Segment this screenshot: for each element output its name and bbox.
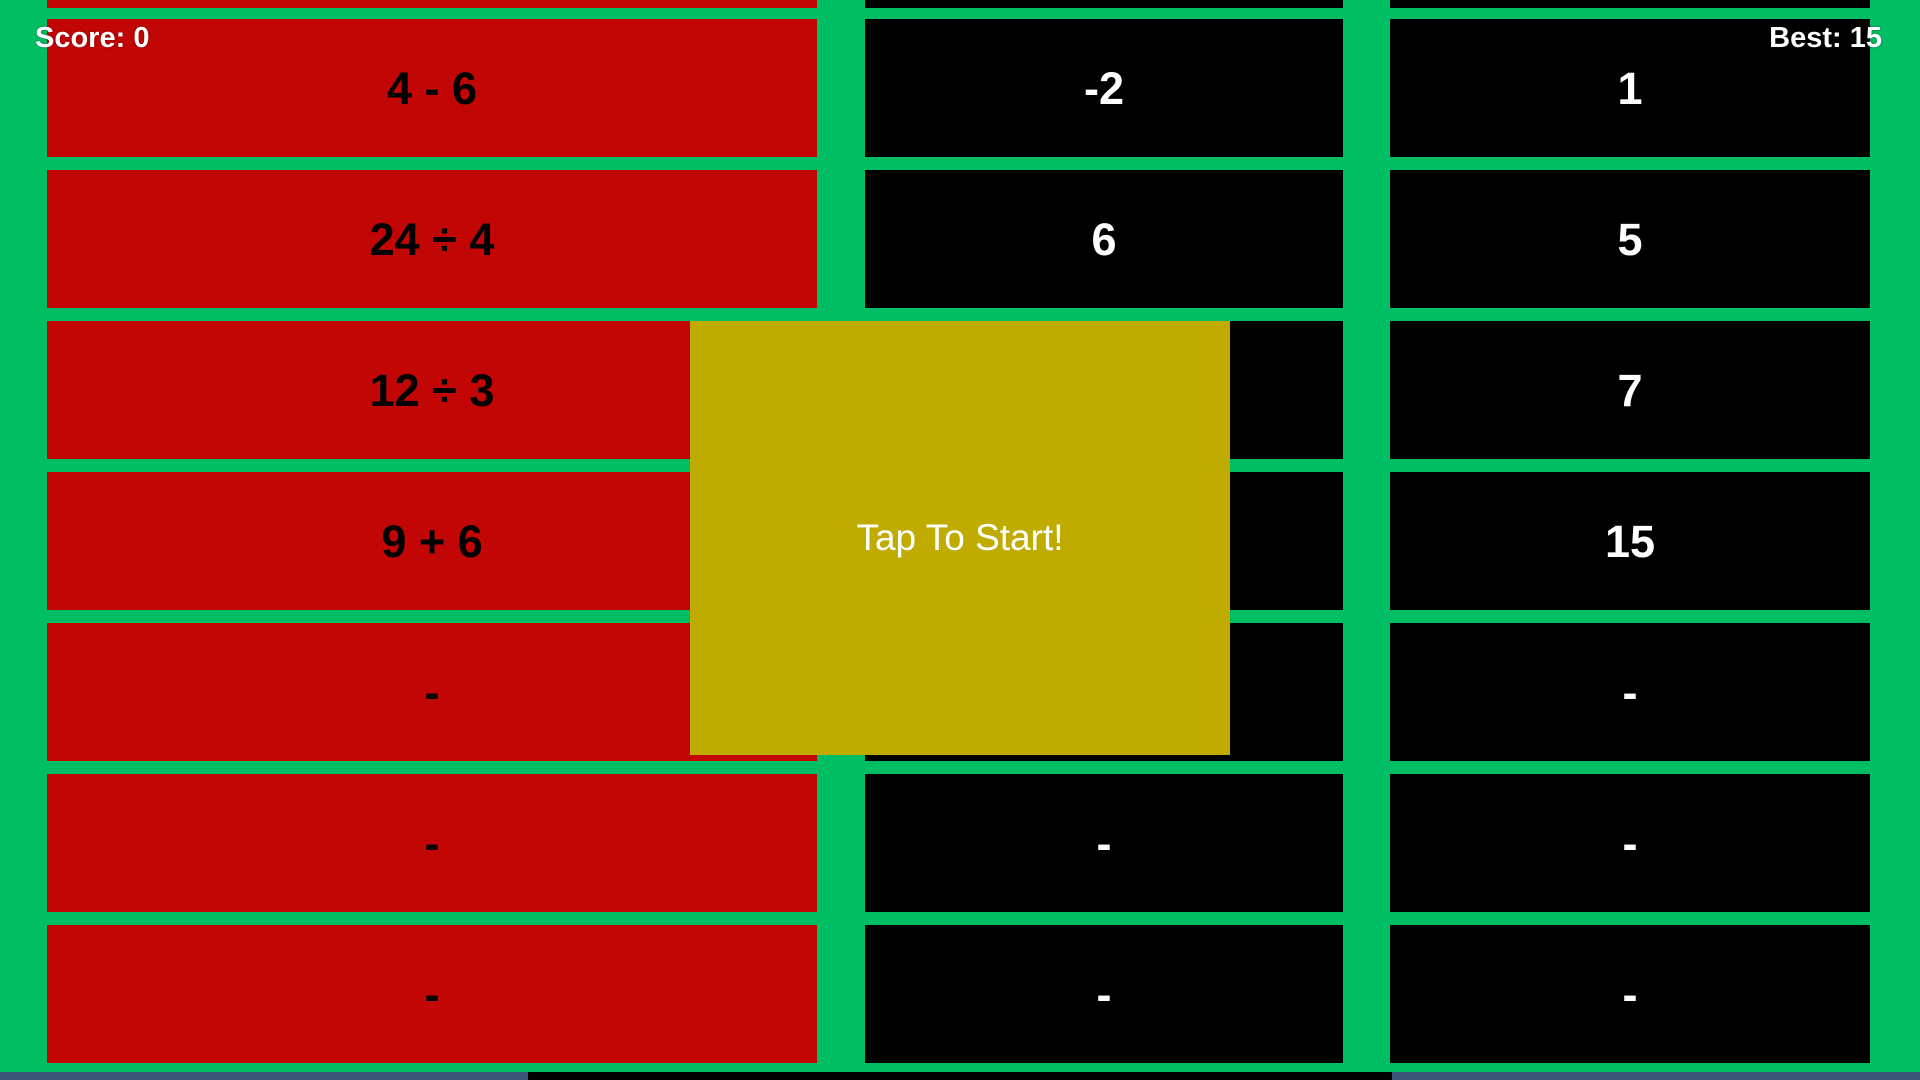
- bottom-bar-segment: [528, 1072, 1392, 1080]
- bottom-bar-segment: [1392, 1072, 1920, 1080]
- problem-card[interactable]: 9 + 6: [47, 472, 817, 610]
- answer-card[interactable]: -2: [865, 19, 1343, 157]
- answer-card[interactable]: 5: [1390, 170, 1870, 308]
- score-label: Score: 0: [35, 22, 150, 54]
- best-score-label: Best: 15: [1769, 22, 1882, 54]
- problem-card[interactable]: 4 - 6: [47, 19, 817, 157]
- problem-card[interactable]: -: [47, 623, 817, 761]
- bottom-bar: [0, 1072, 1920, 1080]
- answer-card[interactable]: 7: [1390, 321, 1870, 459]
- answer-card[interactable]: -: [1390, 623, 1870, 761]
- partial-card: [47, 0, 817, 8]
- answer-card[interactable]: 1: [1390, 19, 1870, 157]
- answer-card[interactable]: -: [1390, 925, 1870, 1063]
- problem-card[interactable]: -: [47, 774, 817, 912]
- tap-to-start-overlay[interactable]: Tap To Start!: [690, 321, 1230, 755]
- answer-card[interactable]: 15: [1390, 472, 1870, 610]
- problem-card[interactable]: -: [47, 925, 817, 1063]
- partial-card: [865, 0, 1343, 8]
- answer-card[interactable]: 6: [865, 170, 1343, 308]
- answer-card[interactable]: -: [1390, 774, 1870, 912]
- answer-card[interactable]: -: [865, 774, 1343, 912]
- partial-card: [1390, 0, 1870, 8]
- problem-card[interactable]: 12 ÷ 3: [47, 321, 817, 459]
- bottom-bar-segment: [0, 1072, 528, 1080]
- tap-to-start-label: Tap To Start!: [856, 517, 1064, 558]
- problem-card[interactable]: 24 ÷ 4: [47, 170, 817, 308]
- answer-card[interactable]: -: [865, 925, 1343, 1063]
